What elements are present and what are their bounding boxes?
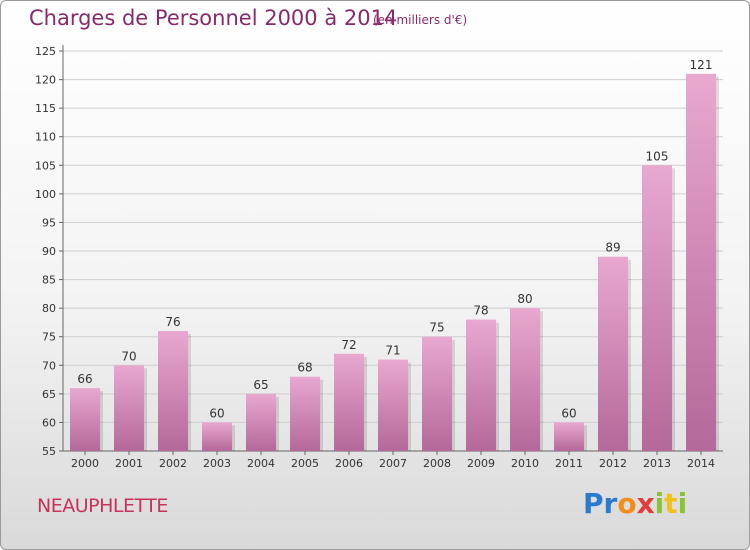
y-tick-label: 90	[42, 245, 56, 258]
bar	[554, 422, 584, 451]
proxiti-logo: Proxiti	[583, 487, 687, 520]
chart-subtitle: (en milliers d'€)	[373, 13, 468, 27]
x-tick-label: 2004	[247, 457, 275, 470]
x-tick-label: 2009	[467, 457, 495, 470]
logo-letter: P	[583, 487, 604, 520]
y-tick-label: 80	[42, 302, 56, 315]
bar	[290, 376, 320, 451]
data-label: 78	[473, 304, 488, 318]
y-tick-label: 85	[42, 274, 56, 287]
data-label: 76	[165, 315, 180, 329]
bar	[686, 73, 716, 451]
y-tick-label: 110	[35, 131, 56, 144]
data-label: 65	[253, 378, 268, 392]
logo-letter: r	[603, 487, 618, 520]
data-label: 89	[605, 241, 620, 255]
commune-name: NEAUPHLETTE	[37, 495, 168, 517]
y-tick-label: 65	[42, 388, 56, 401]
y-tick-label: 60	[42, 416, 56, 429]
bar	[158, 331, 188, 451]
y-tick-label: 55	[42, 445, 56, 458]
data-label: 75	[429, 321, 444, 335]
bar	[642, 165, 672, 452]
x-tick-label: 2001	[115, 457, 143, 470]
bar	[422, 336, 452, 451]
logo-letter: o	[617, 487, 637, 520]
x-tick-label: 2014	[687, 457, 715, 470]
data-label: 71	[385, 344, 400, 358]
y-tick-label: 120	[35, 74, 56, 87]
y-tick-label: 115	[35, 102, 56, 115]
bar	[114, 365, 144, 451]
y-tick-label: 125	[35, 45, 56, 58]
data-labels: 66 70 76 60 65 68 72 71 75 78 80 60 89 105 121	[77, 58, 712, 421]
bar	[246, 393, 276, 451]
chart-title: Charges de Personnel 2000 à 2014	[29, 6, 398, 30]
y-tick-label: 70	[42, 359, 56, 372]
bar	[598, 256, 628, 451]
x-tick-label: 2013	[643, 457, 671, 470]
data-label: 105	[646, 149, 669, 163]
y-tick-label: 100	[35, 188, 56, 201]
logo-letter: x	[636, 487, 655, 520]
bar	[378, 359, 408, 451]
data-label: 70	[121, 349, 136, 363]
logo-letter: t	[664, 487, 678, 520]
grid-lines	[63, 50, 723, 452]
bar	[70, 388, 100, 451]
x-tick-label: 2003	[203, 457, 231, 470]
y-tick-label: 105	[35, 159, 56, 172]
data-label: 68	[297, 361, 312, 375]
x-tick-label: 2010	[511, 457, 539, 470]
data-label: 121	[690, 58, 713, 72]
y-tick-label: 95	[42, 216, 56, 229]
x-tick-label: 2005	[291, 457, 319, 470]
bar	[334, 353, 364, 451]
data-label: 60	[209, 406, 224, 420]
x-tick-label: 2012	[599, 457, 627, 470]
x-tick-label: 2000	[71, 457, 99, 470]
data-label: 60	[561, 406, 576, 420]
x-tick-label: 2007	[379, 457, 407, 470]
logo-letter: i	[677, 487, 688, 520]
x-tick-label: 2002	[159, 457, 187, 470]
x-tick-label: 2011	[555, 457, 583, 470]
bar	[466, 319, 496, 451]
y-tick-label: 75	[42, 331, 56, 344]
logo-letter: i	[654, 487, 665, 520]
data-label: 72	[341, 338, 356, 352]
x-tick-label: 2008	[423, 457, 451, 470]
bars	[70, 73, 719, 452]
data-label: 80	[517, 292, 532, 306]
bar	[510, 308, 540, 451]
data-label: 66	[77, 372, 92, 386]
x-tick-label: 2006	[335, 457, 363, 470]
bar	[202, 422, 232, 451]
